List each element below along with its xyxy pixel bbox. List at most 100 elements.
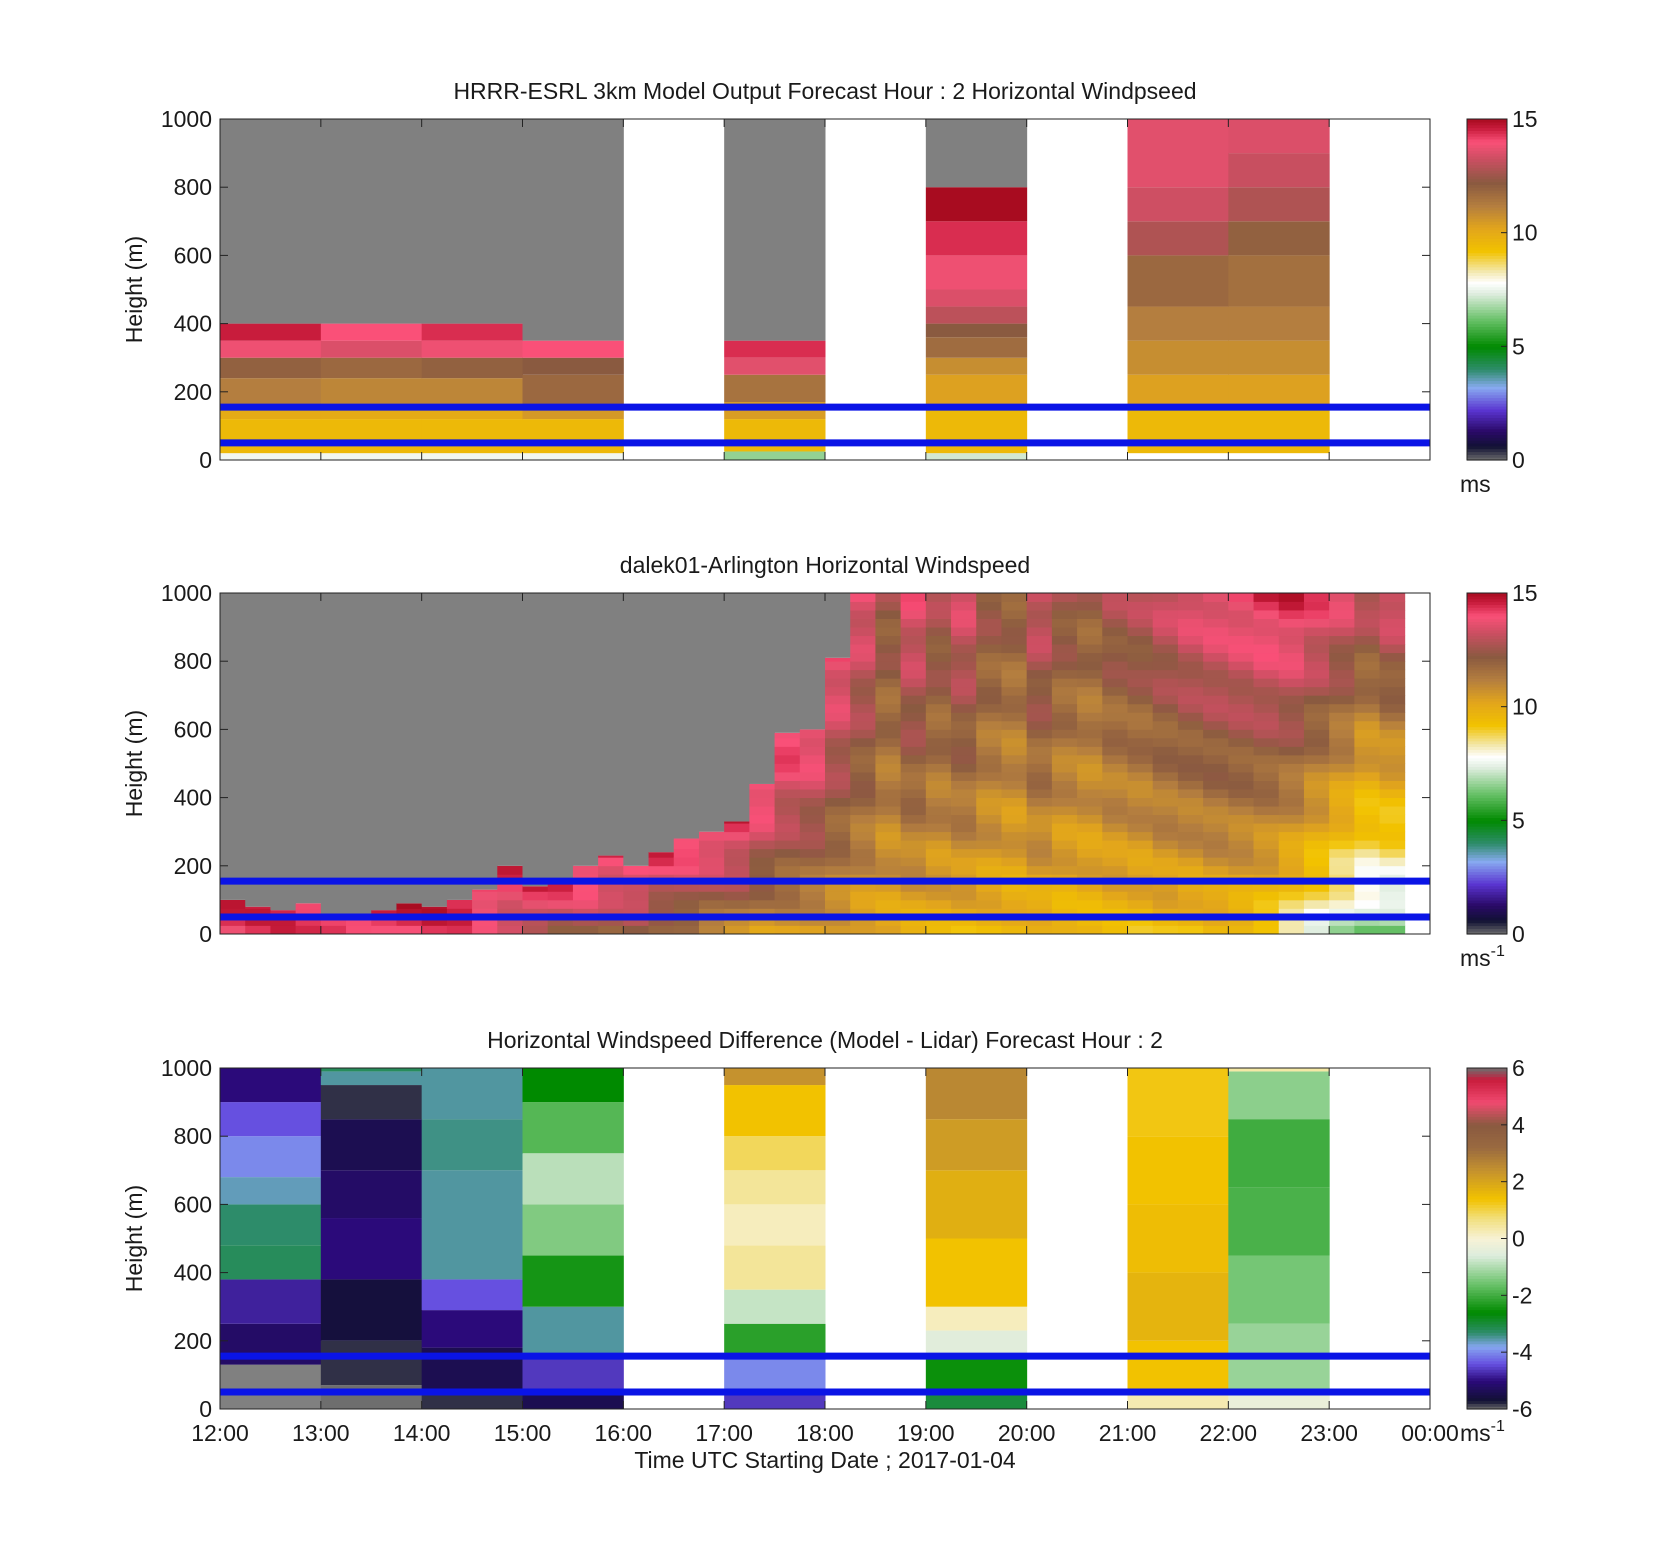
heatmap-cell <box>1177 857 1204 867</box>
heatmap-cell <box>1354 644 1380 654</box>
heatmap-cell <box>724 357 826 375</box>
colorbar-swatch <box>1467 1363 1507 1367</box>
heatmap-cell <box>497 925 523 935</box>
heatmap-cell <box>925 729 952 739</box>
heatmap-cell <box>320 1340 423 1386</box>
colorbar-swatch <box>1467 346 1507 350</box>
heatmap-cell <box>522 1255 624 1307</box>
y-tick-label: 200 <box>174 379 212 405</box>
colorbar-swatch <box>1467 715 1507 719</box>
heatmap-cell <box>320 1218 423 1280</box>
heatmap-cell <box>1051 618 1078 628</box>
heatmap-cell <box>1026 737 1053 747</box>
heatmap-cell <box>1177 644 1204 654</box>
heatmap-cell <box>1177 865 1204 875</box>
colorbar-swatch <box>1467 754 1507 759</box>
heatmap-cell <box>825 746 851 756</box>
heatmap-cell <box>724 1170 826 1205</box>
heatmap-cell <box>547 925 574 935</box>
heatmap-cell <box>925 916 952 926</box>
colorbar-swatch <box>1467 774 1507 779</box>
heatmap-cell <box>522 340 624 358</box>
colorbar-swatch <box>1467 911 1507 915</box>
heatmap-cell <box>1051 593 1078 602</box>
heatmap-cell <box>976 661 1002 671</box>
heatmap-cell <box>1379 882 1406 892</box>
heatmap-cell <box>446 908 473 918</box>
heatmap-cell <box>1329 661 1355 671</box>
colorbar-swatch <box>1467 249 1507 254</box>
heatmap-cell <box>1051 780 1078 790</box>
colorbar-swatch <box>1467 1090 1507 1095</box>
heatmap-cell <box>421 1119 523 1171</box>
heatmap-cell <box>1379 695 1406 705</box>
heatmap-cell <box>900 840 927 850</box>
colorbar-tick-label: -6 <box>1512 1396 1532 1422</box>
heatmap-cell <box>900 618 927 628</box>
heatmap-cell <box>875 635 902 645</box>
heatmap-cell <box>900 593 927 602</box>
colorbar-swatch <box>1467 229 1507 234</box>
missing-cell <box>572 593 599 866</box>
heatmap-cell <box>875 644 902 654</box>
heatmap-cell <box>1001 857 1028 867</box>
heatmap-cell <box>1051 635 1078 645</box>
x-axis-label: Time UTC Starting Date ; 2017-01-04 <box>634 1447 1016 1473</box>
heatmap-cell <box>1253 678 1280 688</box>
heatmap-cell <box>900 652 927 662</box>
heatmap-cell <box>850 865 876 875</box>
colorbar-swatch <box>1467 1329 1507 1333</box>
colorbar-swatch <box>1467 817 1507 821</box>
heatmap-cell <box>1152 772 1179 781</box>
heatmap-cell <box>1077 789 1103 798</box>
heatmap-cell <box>1152 703 1179 713</box>
heatmap-cell <box>724 899 750 909</box>
colorbar-swatch <box>1467 641 1507 645</box>
heatmap-cell <box>295 903 322 909</box>
colorbar-swatch <box>1467 1150 1507 1154</box>
heatmap-cell <box>825 712 851 722</box>
heatmap-cell <box>1203 814 1229 824</box>
heatmap-cell <box>951 601 977 611</box>
heatmap-cell <box>1127 593 1154 602</box>
colorbar-swatch <box>1467 408 1507 413</box>
heatmap-cell <box>1102 840 1128 850</box>
heatmap-cell <box>724 1323 826 1358</box>
heatmap-cell <box>850 840 876 850</box>
heatmap-cell <box>724 882 750 892</box>
colorbar-swatch <box>1467 931 1507 935</box>
heatmap-cell <box>1001 593 1028 602</box>
heatmap-cell <box>1077 618 1103 628</box>
heatmap-cell <box>1177 610 1204 619</box>
heatmap-cell <box>522 453 624 460</box>
heatmap-cell <box>1152 610 1179 619</box>
heatmap-cell <box>900 754 927 764</box>
heatmap-cell <box>1303 703 1330 713</box>
colorbar-swatch <box>1467 292 1507 296</box>
heatmap-cell <box>220 899 246 909</box>
colorbar-swatch <box>1467 831 1507 836</box>
heatmap-cell <box>1127 916 1154 926</box>
heatmap-cell <box>1329 618 1355 628</box>
missing-cell <box>598 593 624 856</box>
colorbar-swatch <box>1467 1201 1507 1205</box>
colorbar-swatch <box>1467 740 1507 745</box>
heatmap-cell <box>320 1068 423 1072</box>
y-tick-label: 800 <box>174 174 212 200</box>
heatmap-cell <box>1329 857 1355 867</box>
colorbar-swatch <box>1467 854 1507 858</box>
y-tick-label: 800 <box>174 648 212 674</box>
colorbar-swatch <box>1467 1374 1507 1379</box>
heatmap-cell <box>1278 686 1305 696</box>
colorbar-swatch <box>1467 1093 1507 1098</box>
heatmap-cell <box>1051 882 1078 892</box>
missing-cell <box>825 593 851 658</box>
heatmap-cell <box>1228 442 1330 454</box>
colorbar-swatch <box>1467 601 1507 605</box>
colorbar-swatch <box>1467 652 1507 657</box>
colorbar-swatch <box>1467 1079 1507 1083</box>
heatmap-cell <box>1152 746 1179 756</box>
heatmap-cell <box>598 899 624 909</box>
heatmap-cell <box>472 899 498 909</box>
heatmap-cell <box>976 848 1002 858</box>
